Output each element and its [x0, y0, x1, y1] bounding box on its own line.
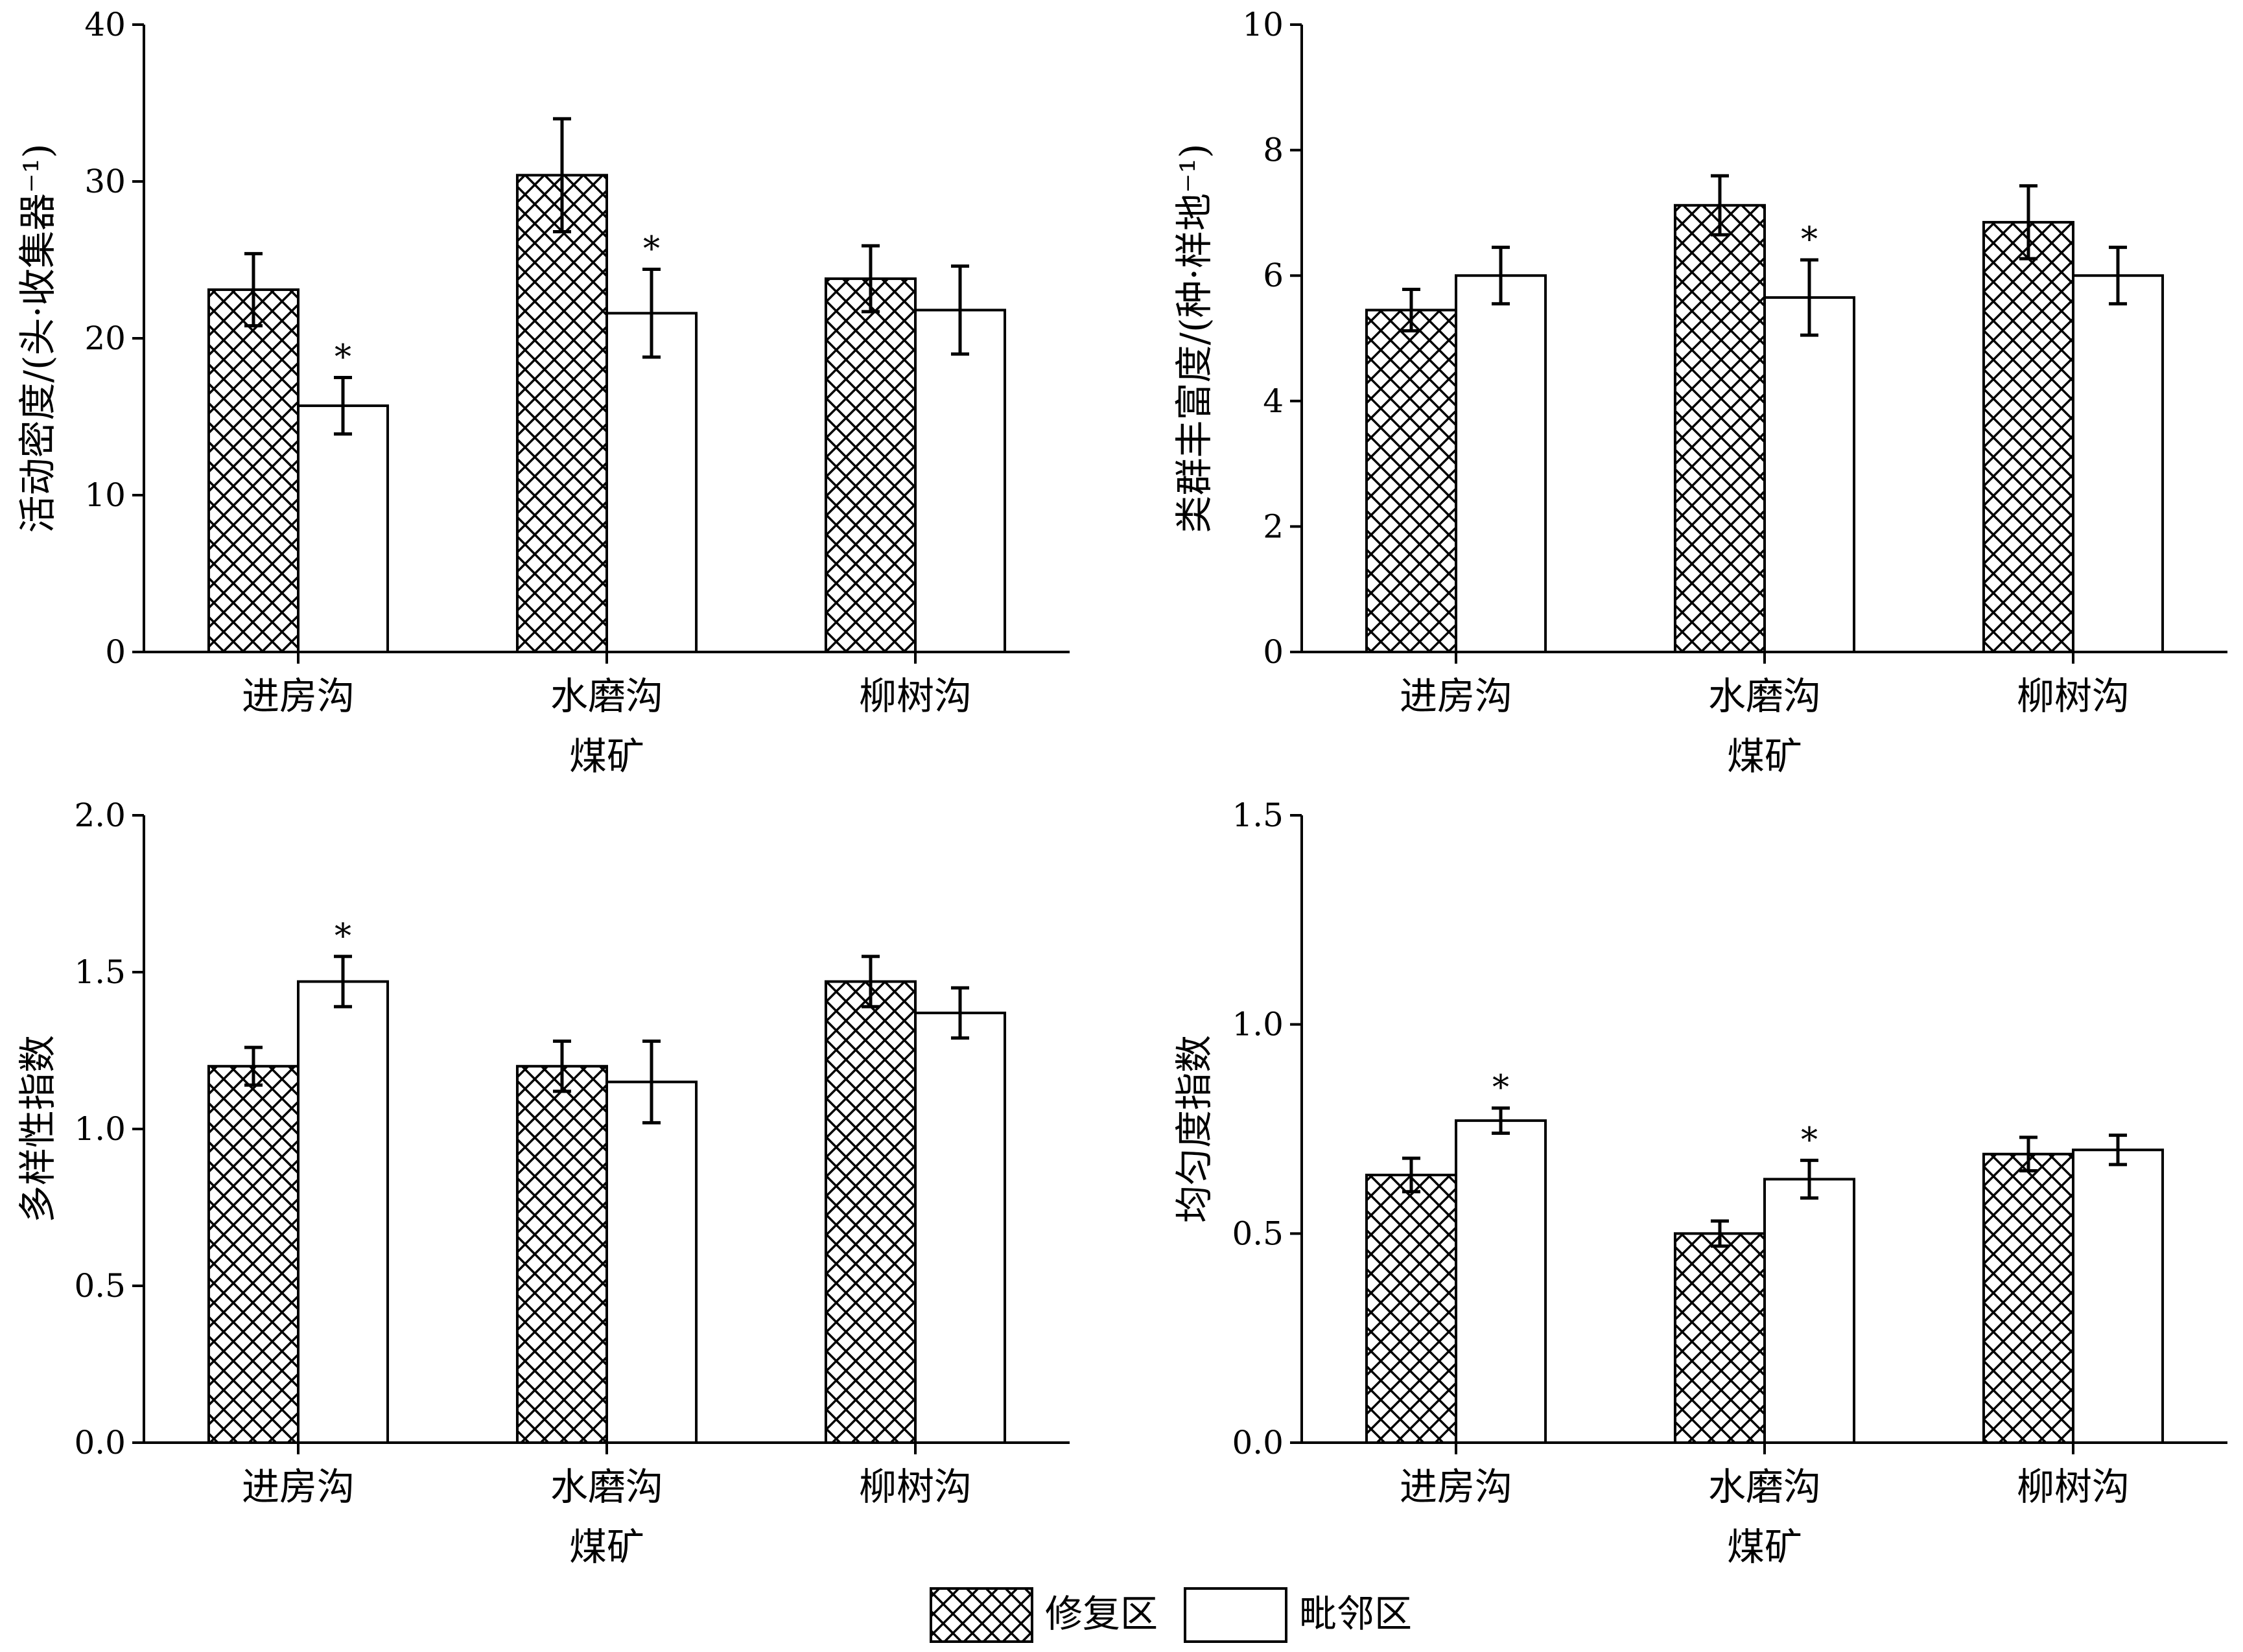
- legend: 修复区 毗邻区: [930, 1587, 1412, 1643]
- x-tick-label: 柳树沟: [859, 674, 972, 718]
- y-tick-label: 0: [1263, 633, 1284, 671]
- x-tick-label: 柳树沟: [2017, 674, 2130, 718]
- bar-restored: [207, 1065, 299, 1444]
- y-tick-label: 1.0: [74, 1110, 126, 1148]
- x-tick-label: 进房沟: [1400, 1465, 1512, 1509]
- x-tick-label: 进房沟: [1400, 674, 1512, 718]
- x-tick-label: 柳树沟: [2017, 1465, 2130, 1509]
- bar-restored: [1982, 220, 2074, 654]
- significance-mark: *: [1801, 1121, 1818, 1159]
- y-tick-label: 40: [84, 6, 126, 43]
- bar-adjacent: [297, 404, 390, 653]
- bar-restored: [1673, 204, 1766, 653]
- bar-restored: [515, 174, 609, 653]
- bar-adjacent: [297, 980, 390, 1444]
- y-tick-label: 2: [1263, 507, 1284, 545]
- x-axis-title: 煤矿: [569, 1525, 644, 1569]
- bar-adjacent: [914, 1011, 1007, 1445]
- y-axis-title: 均匀度指数: [1172, 1035, 1216, 1223]
- x-tick-label: 水磨沟: [1708, 674, 1821, 718]
- y-tick-label: 0: [105, 633, 126, 671]
- x-axis-title: 煤矿: [569, 734, 644, 778]
- significance-mark: *: [335, 917, 351, 956]
- y-tick-label: 0.5: [1232, 1215, 1284, 1252]
- x-tick-label: 进房沟: [242, 674, 355, 718]
- y-tick-label: 30: [84, 163, 126, 200]
- y-tick-label: 0.0: [74, 1424, 126, 1461]
- significance-mark: *: [335, 338, 351, 377]
- bar-adjacent: [1455, 274, 1547, 653]
- x-axis-title: 煤矿: [1727, 1525, 1802, 1569]
- x-tick-label: 水磨沟: [1708, 1465, 1821, 1509]
- x-tick-label: 水磨沟: [550, 674, 663, 718]
- legend-swatch-restored: [930, 1587, 1033, 1643]
- y-tick-label: 1.0: [1232, 1006, 1284, 1043]
- bar-restored: [207, 288, 299, 654]
- significance-mark: *: [1801, 220, 1818, 259]
- bar-adjacent: [1763, 296, 1856, 653]
- x-axis-title: 煤矿: [1727, 734, 1802, 778]
- x-tick-label: 进房沟: [242, 1465, 355, 1509]
- legend-label-restored: 修复区: [1045, 1592, 1158, 1636]
- y-axis-title: 活动密度/(头·收集器⁻¹): [16, 143, 60, 533]
- bar-adjacent: [2072, 1148, 2165, 1445]
- y-tick-label: 4: [1263, 382, 1284, 420]
- bar-restored: [1365, 1173, 1457, 1445]
- legend-swatch-adjacent: [1184, 1587, 1287, 1643]
- y-tick-label: 6: [1263, 257, 1284, 294]
- y-tick-label: 8: [1263, 132, 1284, 169]
- bar-adjacent: [605, 1080, 698, 1444]
- y-tick-label: 1.5: [1232, 797, 1284, 834]
- y-tick-label: 2.0: [74, 797, 126, 834]
- bar-restored: [1673, 1232, 1766, 1445]
- x-tick-label: 水磨沟: [550, 1465, 663, 1509]
- bar-adjacent: [1763, 1178, 1856, 1444]
- y-tick-label: 20: [84, 320, 126, 357]
- bar-restored: [824, 980, 917, 1444]
- y-axis-title: 类群丰富度/(种·样地⁻¹): [1172, 143, 1216, 533]
- y-tick-label: 10: [84, 476, 126, 514]
- y-axis-title: 多样性指数: [16, 1035, 60, 1223]
- y-tick-label: 10: [1242, 6, 1284, 43]
- bar-adjacent: [1455, 1119, 1547, 1445]
- bar-adjacent: [2072, 274, 2165, 653]
- y-tick-label: 1.5: [74, 953, 126, 991]
- bar-adjacent: [605, 312, 698, 653]
- bar-restored: [824, 277, 917, 654]
- bar-restored: [1982, 1152, 2074, 1444]
- y-tick-label: 0.0: [1232, 1424, 1284, 1461]
- bar-adjacent: [914, 308, 1007, 653]
- y-tick-label: 0.5: [74, 1267, 126, 1305]
- legend-label-adjacent: 毗邻区: [1299, 1592, 1412, 1636]
- x-tick-label: 柳树沟: [859, 1465, 972, 1509]
- significance-mark: *: [1492, 1069, 1509, 1108]
- bar-restored: [515, 1065, 609, 1444]
- significance-mark: *: [643, 230, 660, 269]
- bar-restored: [1365, 308, 1457, 653]
